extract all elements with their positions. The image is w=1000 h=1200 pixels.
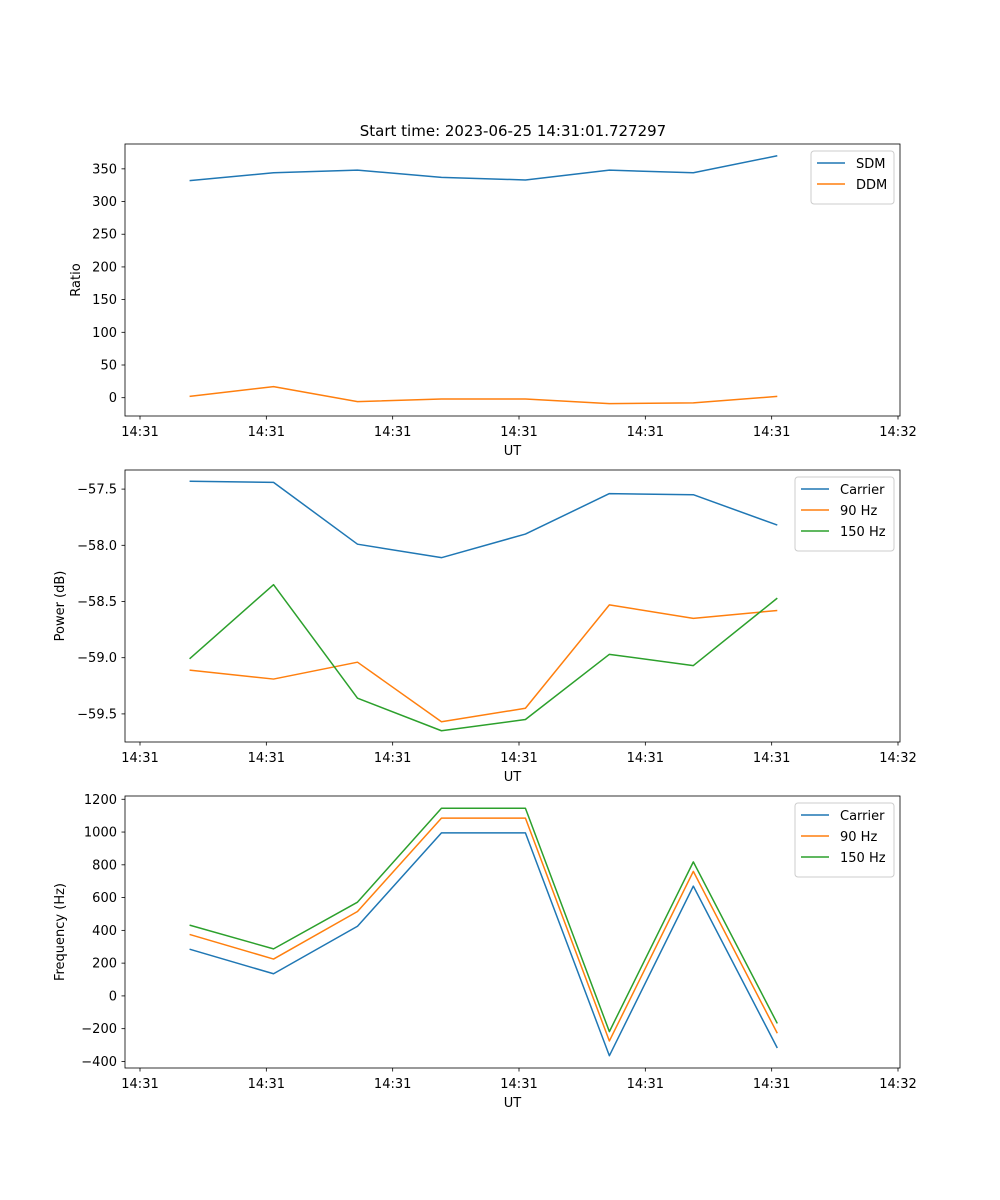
y-tick-label: 0 bbox=[109, 989, 117, 1004]
frequency-subplot: 14:31 14:31 14:31 14:31 14:31 14:31 14:32 −400 −… bbox=[53, 793, 917, 1111]
x-tick-label: 14:31 bbox=[627, 425, 664, 440]
y-tick-label: 300 bbox=[92, 195, 117, 210]
x-tick-label: 14:31 bbox=[248, 751, 285, 766]
x-tick-label: 14:31 bbox=[121, 751, 158, 766]
y-axis-label: Frequency (Hz) bbox=[53, 883, 68, 981]
series-line-ddm bbox=[189, 385, 778, 405]
y-tick-label: 200 bbox=[92, 260, 117, 275]
y-tick-label: −400 bbox=[81, 1055, 117, 1070]
axes-frame bbox=[124, 143, 901, 417]
x-tick-label: 14:31 bbox=[753, 1077, 790, 1092]
legend-entry: 150 Hz bbox=[840, 851, 886, 866]
x-tick-label: 14:31 bbox=[753, 751, 790, 766]
legend-entry: 150 Hz bbox=[840, 525, 886, 540]
y-tick-label: 1200 bbox=[84, 793, 117, 808]
x-axis-label: UT bbox=[504, 444, 522, 459]
y-axis-label: Power (dB) bbox=[53, 571, 68, 642]
power-subplot: 14:31 14:31 14:31 14:31 14:31 14:31 14:32 −59.5… bbox=[53, 469, 917, 785]
x-tick-label: 14:31 bbox=[121, 1077, 158, 1092]
y-tick-label: 50 bbox=[100, 359, 117, 374]
y-tick-label: −58.5 bbox=[77, 595, 117, 610]
y-tick-label: 100 bbox=[92, 326, 117, 341]
x-tick-label: 14:31 bbox=[248, 1077, 285, 1092]
series-line-150-hz bbox=[189, 807, 778, 1033]
y-tick-label: 400 bbox=[92, 924, 117, 939]
legend-entry: DDM bbox=[856, 178, 887, 193]
series-line-90-hz bbox=[189, 604, 778, 723]
legend-box bbox=[794, 802, 895, 878]
x-tick-label: 14:32 bbox=[879, 1077, 916, 1092]
figure-title: Start time: 2023-06-25 14:31:01.727297 bbox=[360, 122, 666, 140]
legend-entry: Carrier bbox=[840, 483, 885, 498]
y-tick-label: 0 bbox=[109, 391, 117, 406]
x-tick-label: 14:31 bbox=[627, 751, 664, 766]
y-tick-label: −200 bbox=[81, 1022, 117, 1037]
series-line-carrier bbox=[189, 480, 778, 559]
x-axis-label: UT bbox=[504, 770, 522, 785]
y-tick-label: 200 bbox=[92, 957, 117, 972]
y-axis-label: Ratio bbox=[69, 263, 84, 296]
x-tick-label: 14:31 bbox=[374, 425, 411, 440]
x-tick-label: 14:31 bbox=[627, 1077, 664, 1092]
series-line-90-hz bbox=[189, 817, 778, 1042]
axes-frame bbox=[124, 795, 901, 1069]
legend-entry: 90 Hz bbox=[840, 830, 877, 845]
x-tick-label: 14:31 bbox=[500, 425, 537, 440]
y-tick-label: 250 bbox=[92, 228, 117, 243]
legend-entry: SDM bbox=[856, 157, 885, 172]
series-line-carrier bbox=[189, 832, 778, 1057]
y-tick-label: 1000 bbox=[84, 826, 117, 841]
x-tick-label: 14:31 bbox=[500, 751, 537, 766]
x-tick-label: 14:31 bbox=[374, 751, 411, 766]
x-tick-label: 14:31 bbox=[248, 425, 285, 440]
legend-box bbox=[794, 476, 895, 552]
y-tick-label: 150 bbox=[92, 293, 117, 308]
legend-entry: 90 Hz bbox=[840, 504, 877, 519]
axes-frame bbox=[124, 469, 901, 743]
x-tick-label: 14:32 bbox=[879, 425, 916, 440]
ratio-subplot: 14:31 14:31 14:31 14:31 14:31 14:31 14:32 0 50 10… bbox=[69, 143, 917, 459]
series-line-150-hz bbox=[189, 583, 778, 732]
x-tick-label: 14:31 bbox=[374, 1077, 411, 1092]
x-tick-label: 14:31 bbox=[500, 1077, 537, 1092]
y-tick-label: −58.0 bbox=[77, 539, 117, 554]
series-line-sdm bbox=[189, 155, 778, 182]
y-tick-label: 350 bbox=[92, 162, 117, 177]
y-tick-label: −59.0 bbox=[77, 651, 117, 666]
y-tick-label: 600 bbox=[92, 891, 117, 906]
legend-box bbox=[810, 150, 895, 205]
y-tick-label: 800 bbox=[92, 858, 117, 873]
y-tick-label: −57.5 bbox=[77, 483, 117, 498]
y-tick-label: −59.5 bbox=[77, 707, 117, 722]
x-tick-label: 14:32 bbox=[879, 751, 916, 766]
x-axis-label: UT bbox=[504, 1096, 522, 1111]
x-tick-label: 14:31 bbox=[121, 425, 158, 440]
x-tick-label: 14:31 bbox=[753, 425, 790, 440]
legend-entry: Carrier bbox=[840, 809, 885, 824]
